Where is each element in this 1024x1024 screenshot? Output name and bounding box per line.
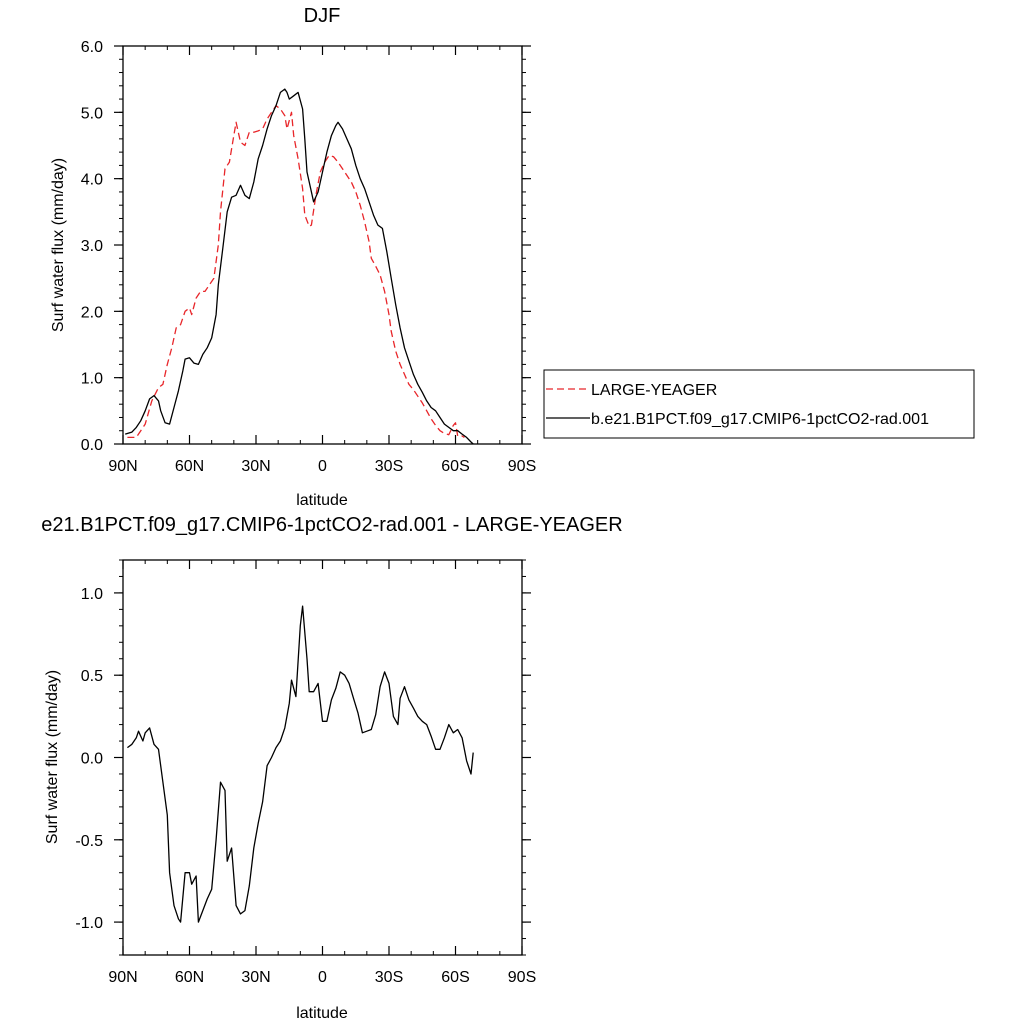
bottom-x-tick-label: 60N (175, 969, 204, 986)
top-y-tick-label: 4.0 (81, 172, 103, 189)
bottom-axis-ticks (114, 559, 531, 956)
bottom-x-tick-label: 90S (508, 969, 536, 986)
bottom-x-tick-label: 30S (375, 969, 403, 986)
top-series-line-1 (125, 88, 474, 445)
top-x-tick-label: 30S (375, 458, 403, 475)
top-series-lines (125, 88, 474, 445)
top-x-axis-label: latitude (296, 492, 348, 509)
legend-label-model: b.e21.B1PCT.f09_g17.CMIP6-1pctCO2-rad.00… (591, 411, 929, 428)
top-x-tick-label: 60S (441, 458, 469, 475)
top-y-tick-label: 3.0 (81, 238, 103, 255)
bottom-x-tick-label: 0 (318, 969, 327, 986)
top-panel: DJF 90N 60N 30N 0 30S 60S 90S 0.0 1.0 2.0 3.0 4.0 5… (50, 5, 975, 509)
bottom-x-tick-label: 30N (241, 969, 270, 986)
legend: LARGE-YEAGER b.e21.B1PCT.f09_g17.CMIP6-1… (543, 369, 975, 439)
top-y-axis-label: Surf water flux (mm/day) (50, 158, 67, 332)
bottom-series-lines (127, 605, 474, 923)
top-y-tick-labels: 0.0 1.0 2.0 3.0 4.0 5.0 6.0 (81, 39, 103, 454)
top-chart-title: DJF (304, 5, 341, 27)
top-x-tick-label: 0 (318, 458, 327, 475)
top-x-tick-label: 90S (508, 458, 536, 475)
bottom-x-axis-label: latitude (296, 1005, 348, 1022)
top-y-tick-label: 2.0 (81, 304, 103, 321)
top-plot-frame (122, 45, 523, 445)
bottom-x-tick-labels: 90N 60N 30N 0 30S 60S 90S (108, 969, 536, 986)
legend-box (543, 369, 975, 439)
bottom-y-tick-label: 1.0 (81, 586, 103, 603)
top-y-tick-label: 5.0 (81, 105, 103, 122)
top-y-tick-label: 6.0 (81, 39, 103, 56)
bottom-x-tick-label: 90N (108, 969, 137, 986)
top-x-tick-label: 90N (108, 458, 137, 475)
top-x-tick-label: 30N (241, 458, 270, 475)
bottom-panel: e21.B1PCT.f09_g17.CMIP6-1pctCO2-rad.001 … (41, 514, 622, 1022)
legend-label-large-yeager: LARGE-YEAGER (591, 382, 717, 399)
bottom-y-tick-label: 0.0 (81, 751, 103, 768)
top-x-tick-label: 60N (175, 458, 204, 475)
bottom-y-tick-label: -0.5 (75, 833, 103, 850)
bottom-x-tick-label: 60S (441, 969, 469, 986)
bottom-series-line-0 (127, 605, 474, 923)
bottom-chart-title: e21.B1PCT.f09_g17.CMIP6-1pctCO2-rad.001 … (41, 514, 622, 536)
top-y-tick-label: 1.0 (81, 371, 103, 388)
top-x-tick-labels: 90N 60N 30N 0 30S 60S 90S (108, 458, 536, 475)
bottom-y-axis-label: Surf water flux (mm/day) (44, 670, 61, 844)
top-series-line-0 (127, 105, 465, 439)
bottom-y-tick-label: -1.0 (75, 915, 103, 932)
top-y-tick-label: 0.0 (81, 437, 103, 454)
bottom-y-tick-label: 0.5 (81, 668, 103, 685)
bottom-y-tick-labels: -1.0 -0.5 0.0 0.5 1.0 (75, 586, 103, 932)
top-axis-ticks (114, 45, 531, 445)
